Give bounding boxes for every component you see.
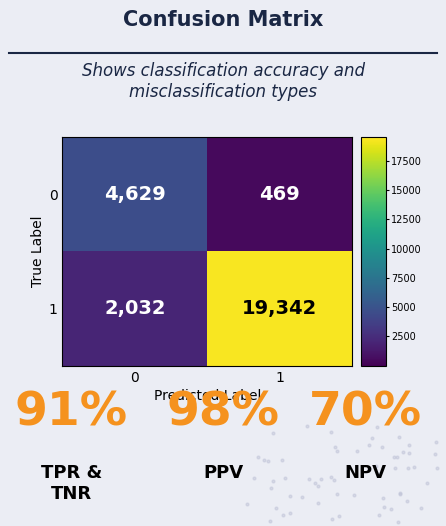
Point [267, 483, 274, 492]
Point [433, 464, 440, 472]
Point [286, 492, 293, 500]
Point [269, 429, 276, 437]
Point [379, 493, 386, 502]
Point [334, 490, 341, 498]
Point [404, 464, 411, 472]
Point [372, 461, 380, 470]
Point [306, 475, 313, 483]
Point [388, 505, 395, 513]
Point [330, 476, 337, 484]
Point [311, 479, 318, 488]
Point [376, 511, 383, 519]
Point [368, 433, 375, 442]
Point [314, 482, 322, 490]
Text: 70%: 70% [309, 390, 422, 436]
Point [328, 472, 335, 481]
Point [396, 489, 403, 498]
Point [394, 518, 401, 526]
Point [353, 447, 360, 456]
Point [432, 450, 439, 458]
Point [396, 489, 403, 498]
Point [379, 442, 386, 451]
Point [395, 433, 402, 442]
Point [314, 499, 322, 507]
Point [254, 453, 261, 461]
Text: 91%: 91% [15, 390, 128, 436]
Point [272, 504, 279, 512]
Point [332, 443, 339, 452]
Text: PPV: PPV [203, 464, 243, 482]
Point [410, 463, 417, 471]
Point [366, 441, 373, 449]
Text: 98%: 98% [166, 390, 280, 436]
Point [405, 441, 412, 450]
Point [243, 500, 250, 508]
Point [400, 448, 407, 456]
Point [280, 511, 287, 520]
Point [281, 474, 288, 482]
Point [250, 473, 257, 482]
Point [298, 493, 306, 501]
Point [267, 517, 274, 525]
Point [303, 422, 310, 430]
Point [424, 479, 431, 487]
Point [264, 457, 271, 465]
Text: NPV: NPV [345, 464, 387, 482]
Point [327, 428, 334, 437]
Point [380, 502, 387, 511]
Point [318, 474, 325, 483]
Point [260, 456, 267, 464]
Point [269, 477, 277, 485]
Point [403, 497, 410, 505]
Text: Shows classification accuracy and
misclassification types: Shows classification accuracy and miscla… [82, 63, 364, 101]
Point [391, 463, 398, 472]
Point [391, 453, 398, 461]
Point [329, 514, 336, 523]
Point [373, 422, 380, 431]
Point [432, 438, 439, 446]
Point [376, 469, 383, 478]
Point [351, 490, 358, 499]
Point [286, 508, 293, 517]
Point [405, 449, 412, 458]
Point [335, 511, 342, 520]
Point [279, 456, 286, 464]
Point [394, 452, 401, 461]
Point [333, 447, 340, 456]
Text: Confusion Matrix: Confusion Matrix [123, 10, 323, 30]
Point [417, 503, 424, 512]
Text: TPR &
TNR: TPR & TNR [41, 464, 102, 503]
